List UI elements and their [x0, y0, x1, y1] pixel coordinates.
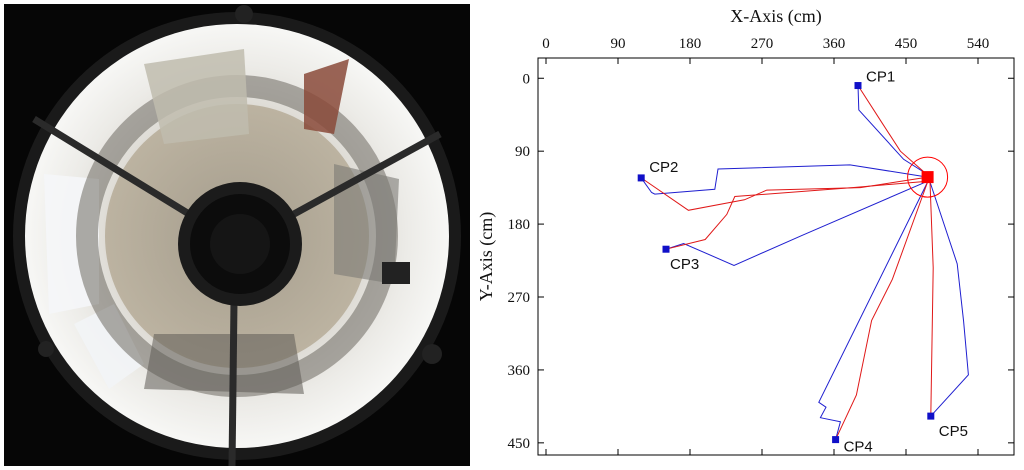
y-tick-label: 90 — [515, 144, 530, 160]
checkpoint-marker — [927, 412, 935, 420]
y-tick-label: 360 — [508, 363, 531, 379]
trajectory-line-blue — [857, 85, 926, 174]
x-tick-label: 450 — [895, 36, 918, 52]
target-square — [921, 171, 934, 184]
x-tick-label: 540 — [967, 36, 990, 52]
trajectory-line-red — [929, 181, 934, 417]
trajectory-line-blue — [818, 181, 929, 440]
trajectory-line-blue — [640, 164, 928, 195]
checkpoint-marker — [832, 436, 840, 444]
checkpoint-label: CP3 — [670, 256, 699, 273]
trajectory-line-red — [857, 85, 926, 174]
checkpoint-label: CP2 — [649, 159, 678, 176]
plot-area — [537, 57, 1015, 456]
x-tick-label: 90 — [611, 36, 626, 52]
target-circle — [907, 156, 949, 198]
checkpoint-label: CP1 — [866, 69, 895, 86]
x-axis-title: X-Axis (cm) — [730, 6, 821, 27]
trajectory-line-red — [665, 180, 928, 250]
checkpoint-marker — [637, 174, 645, 182]
y-tick-label: 270 — [508, 290, 531, 306]
y-tick-label: 450 — [508, 436, 531, 452]
x-tick-label: 270 — [751, 36, 774, 52]
y-axis-title: Y-Axis (cm) — [476, 212, 497, 301]
y-tick-label: 0 — [523, 71, 531, 87]
trajectory-chart: X-Axis (cm) Y-Axis (cm) 0 90 180 270 360 450 5… — [476, 6, 1015, 456]
trajectory-line-blue — [665, 180, 928, 266]
x-axis-ticks: 0 90 180 270 360 450 540 — [542, 36, 989, 455]
y-tick-label: 180 — [508, 217, 531, 233]
checkpoint-marker — [854, 82, 862, 90]
x-tick-label: 360 — [823, 36, 846, 52]
trajectory-series — [640, 85, 969, 440]
x-tick-label: 0 — [542, 36, 550, 52]
checkpoint-marker — [662, 245, 670, 253]
checkpoint-label: CP4 — [844, 439, 873, 456]
target-marker — [907, 156, 949, 198]
fisheye-camera-image — [4, 4, 470, 466]
trajectory-line-blue — [929, 181, 969, 417]
checkpoint-label: CP5 — [939, 423, 968, 440]
trajectory-line-red — [835, 181, 929, 440]
y-axis-ticks: 0 90 180 270 360 450 — [508, 71, 1014, 452]
checkpoints: CP1 CP2 CP3 CP4 CP5 — [637, 69, 968, 456]
x-tick-label: 180 — [679, 36, 702, 52]
